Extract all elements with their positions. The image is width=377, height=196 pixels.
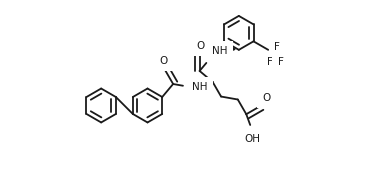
Text: F: F bbox=[267, 57, 273, 67]
Text: NH: NH bbox=[192, 82, 207, 92]
Text: O: O bbox=[262, 93, 270, 103]
Text: O: O bbox=[197, 41, 205, 51]
Text: O: O bbox=[159, 56, 167, 66]
Text: NH: NH bbox=[212, 46, 227, 56]
Text: OH: OH bbox=[244, 134, 260, 144]
Text: F: F bbox=[274, 42, 280, 52]
Text: F: F bbox=[278, 57, 284, 67]
